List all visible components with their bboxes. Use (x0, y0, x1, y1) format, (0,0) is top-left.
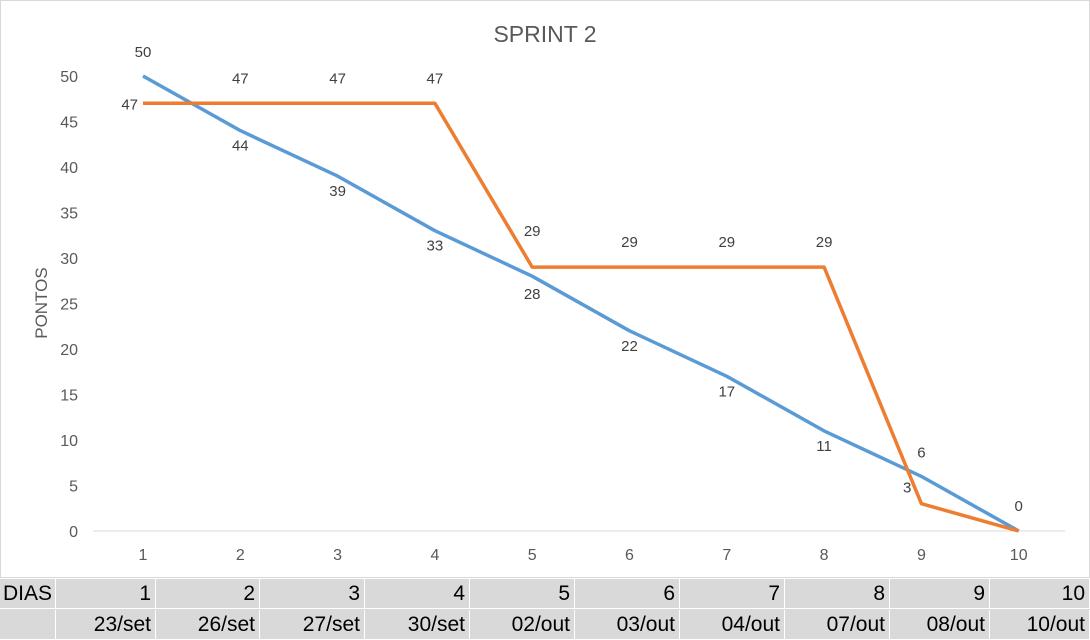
y-tick-label: 10 (60, 433, 78, 450)
sheet-cell[interactable]: DIAS (0, 579, 56, 609)
sheet-cell[interactable]: 3 (260, 579, 365, 609)
sheet-cell[interactable]: 8 (785, 579, 890, 609)
data-label: 3 (903, 480, 911, 497)
data-label: 29 (621, 234, 638, 251)
y-tick-label: 50 (60, 69, 78, 86)
data-label: 22 (621, 338, 638, 355)
x-tick-label: 6 (625, 547, 634, 564)
sheet-cell[interactable]: 10 (990, 579, 1090, 609)
series-line-2 (143, 101, 1020, 533)
data-label: 33 (427, 238, 444, 255)
sheet-cell[interactable]: 10/out (990, 610, 1090, 640)
x-tick-label: 7 (722, 547, 731, 564)
data-label: 47 (329, 70, 346, 87)
sheet-cell[interactable]: 26/set (156, 610, 260, 640)
x-tick-labels: 1 2 3 4 5 6 7 8 9 10 (139, 547, 1028, 564)
sheet-cell[interactable]: 23/set (56, 610, 156, 640)
series-line-1 (142, 74, 1020, 533)
data-label: 28 (524, 286, 541, 303)
x-tick-label: 2 (236, 547, 245, 564)
data-label: 29 (524, 223, 541, 240)
y-tick-label: 20 (60, 342, 78, 359)
sheet-cell[interactable]: 04/out (680, 610, 785, 640)
y-tick-labels: 0 5 10 15 20 25 30 35 40 45 50 (60, 69, 78, 541)
sheet-cell[interactable]: 4 (365, 579, 470, 609)
data-label: 17 (718, 383, 735, 400)
y-tick-label: 25 (60, 297, 78, 314)
sheet-cell[interactable]: 5 (470, 579, 575, 609)
x-tick-label: 9 (917, 547, 926, 564)
x-tick-label: 4 (430, 547, 439, 564)
x-tick-label: 1 (139, 547, 148, 564)
data-label: 0 (1015, 498, 1023, 515)
sheet-cell[interactable]: 9 (890, 579, 990, 609)
sheet-cell[interactable]: 07/out (785, 610, 890, 640)
data-label: 29 (816, 234, 833, 251)
data-label: 47 (427, 70, 444, 87)
data-label: 39 (329, 183, 346, 200)
y-tick-label: 45 (60, 115, 78, 132)
sheet-cell[interactable]: 1 (56, 579, 156, 609)
y-tick-label: 35 (60, 206, 78, 223)
y-tick-label: 5 (69, 479, 78, 496)
sheet-cell[interactable]: 6 (575, 579, 680, 609)
x-tick-label: 3 (333, 547, 342, 564)
y-tick-label: 40 (60, 160, 78, 177)
sheet-cell[interactable]: 7 (680, 579, 785, 609)
x-tick-label: 10 (1010, 547, 1028, 564)
y-tick-label: 15 (60, 388, 78, 405)
data-labels: 50 44 39 33 28 22 17 11 6 0 47 47 47 47 29 29 29 29 3 (121, 44, 1023, 515)
y-tick-label: 30 (60, 251, 78, 268)
data-label: 44 (232, 138, 249, 155)
sheet-cell[interactable]: 08/out (890, 610, 990, 640)
spreadsheet-table: DIAS 1 2 3 4 5 6 7 8 9 10 23/set 26/set 27/set 30/set 0… (0, 579, 1090, 640)
y-axis-label: PONTOS (32, 267, 51, 338)
data-label: 47 (121, 96, 138, 113)
data-label: 11 (816, 438, 832, 455)
sheet-cell[interactable]: 03/out (575, 610, 680, 640)
sheet-cell[interactable]: 27/set (260, 610, 365, 640)
data-label: 50 (135, 44, 152, 61)
sheet-cell[interactable] (0, 610, 56, 640)
sheet-cell[interactable]: 02/out (470, 610, 575, 640)
series-lines (142, 74, 1020, 533)
data-label: 29 (718, 234, 735, 251)
sheet-cell[interactable]: 2 (156, 579, 260, 609)
data-label: 47 (232, 70, 249, 87)
x-tick-label: 8 (820, 547, 829, 564)
x-tick-label: 5 (528, 547, 537, 564)
sheet-cell[interactable]: 30/set (365, 610, 470, 640)
chart-title: SPRINT 2 (493, 21, 596, 47)
y-tick-label: 0 (69, 524, 78, 541)
data-label: 6 (917, 444, 925, 461)
